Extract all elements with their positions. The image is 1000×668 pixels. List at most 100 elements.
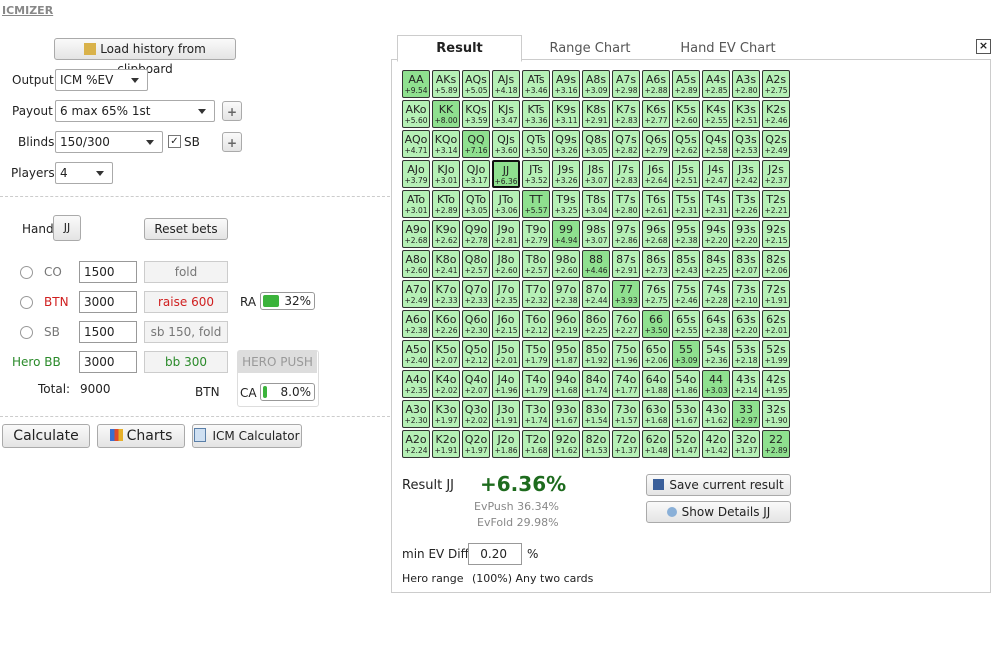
hand-cell[interactable]: 77 +3.93 [612, 280, 640, 308]
hand-cell[interactable]: 74s +2.28 [702, 280, 730, 308]
seat-action[interactable]: raise 600 [144, 291, 228, 313]
hand-cell[interactable]: Q2s +2.49 [762, 130, 790, 158]
hand-cell[interactable]: 42s +1.95 [762, 370, 790, 398]
hand-cell[interactable]: 63o +1.68 [642, 400, 670, 428]
hand-cell[interactable]: A5o +2.40 [402, 340, 430, 368]
seat-action[interactable]: bb 300 [144, 351, 228, 373]
hand-cell[interactable]: QQ +7.16 [462, 130, 490, 158]
hand-cell[interactable]: K9s +3.11 [552, 100, 580, 128]
hand-cell[interactable]: K4s +2.55 [702, 100, 730, 128]
hand-cell[interactable]: 84s +2.25 [702, 250, 730, 278]
hand-cell[interactable]: 75o +1.96 [612, 340, 640, 368]
stack-input[interactable]: 3000 [79, 291, 137, 313]
payout-select[interactable]: 6 max 65% 1st [55, 100, 215, 122]
hand-cell[interactable]: J4o +1.96 [492, 370, 520, 398]
hand-cell[interactable]: 88 +4.46 [582, 250, 610, 278]
hand-cell[interactable]: 62o +1.48 [642, 430, 670, 458]
hand-cell[interactable]: T8s +3.04 [582, 190, 610, 218]
hand-cell[interactable]: Q8s +3.05 [582, 130, 610, 158]
hand-cell[interactable]: 85s +2.43 [672, 250, 700, 278]
hand-cell[interactable]: KJs +3.47 [492, 100, 520, 128]
hand-cell[interactable]: AJs +4.18 [492, 70, 520, 98]
hand-cell[interactable]: 97o +2.38 [552, 280, 580, 308]
hand-cell[interactable]: AQo +4.71 [402, 130, 430, 158]
hand-cell[interactable]: K5s +2.60 [672, 100, 700, 128]
hand-cell[interactable]: ATo +3.01 [402, 190, 430, 218]
hand-cell[interactable]: T4o +1.79 [522, 370, 550, 398]
hand-cell[interactable]: 82o +1.53 [582, 430, 610, 458]
hand-cell[interactable]: 92o +1.62 [552, 430, 580, 458]
hand-cell[interactable]: 87o +2.44 [582, 280, 610, 308]
hand-cell[interactable]: JTo +3.06 [492, 190, 520, 218]
hand-cell[interactable]: Q9s +3.26 [552, 130, 580, 158]
hand-cell[interactable]: K3o +1.97 [432, 400, 460, 428]
hand-cell[interactable]: TT +5.57 [522, 190, 550, 218]
hand-cell[interactable]: A3s +2.80 [732, 70, 760, 98]
hand-cell[interactable]: 73o +1.57 [612, 400, 640, 428]
hand-cell[interactable]: J7s +2.83 [612, 160, 640, 188]
hand-cell[interactable]: 74o +1.77 [612, 370, 640, 398]
add-payout[interactable]: + [222, 101, 242, 121]
hand-cell[interactable]: A6o +2.38 [402, 310, 430, 338]
hand-cell[interactable]: KTo +2.89 [432, 190, 460, 218]
hand-cell[interactable]: 32s +1.90 [762, 400, 790, 428]
hand-cell[interactable]: 92s +2.15 [762, 220, 790, 248]
hand-cell[interactable]: K5o +2.07 [432, 340, 460, 368]
hand-cell[interactable]: T9o +2.79 [522, 220, 550, 248]
hand-cell[interactable]: Q8o +2.57 [462, 250, 490, 278]
hand-cell[interactable]: 52s +1.99 [762, 340, 790, 368]
hand-cell[interactable]: 98s +3.07 [582, 220, 610, 248]
hand-cell[interactable]: K9o +2.62 [432, 220, 460, 248]
hand-cell[interactable]: 96s +2.68 [642, 220, 670, 248]
calculate-button[interactable]: Calculate [2, 424, 90, 448]
hand-cell[interactable]: Q7s +2.82 [612, 130, 640, 158]
seat-radio[interactable] [20, 326, 33, 339]
hand-cell[interactable]: Q6o +2.30 [462, 310, 490, 338]
hand-cell[interactable]: 22 +2.89 [762, 430, 790, 458]
hand-cell[interactable]: KK +8.00 [432, 100, 460, 128]
hand-cell[interactable]: 76s +2.75 [642, 280, 670, 308]
hand-cell[interactable]: T4s +2.31 [702, 190, 730, 218]
hand-cell[interactable]: AJo +3.79 [402, 160, 430, 188]
tab[interactable]: Result [397, 35, 522, 62]
hand-cell[interactable]: K2o +1.91 [432, 430, 460, 458]
hand-cell[interactable]: A5s +2.89 [672, 70, 700, 98]
hand-cell[interactable]: QTo +3.05 [462, 190, 490, 218]
hand-cell[interactable]: JTs +3.52 [522, 160, 550, 188]
seat-radio[interactable] [20, 266, 33, 279]
hand-cell[interactable]: 62s +2.01 [762, 310, 790, 338]
hand-cell[interactable]: A7s +2.98 [612, 70, 640, 98]
hand-cell[interactable]: 53o +1.67 [672, 400, 700, 428]
hand-cell[interactable]: T7o +2.32 [522, 280, 550, 308]
hand-cell[interactable]: K2s +2.46 [762, 100, 790, 128]
hand-cell[interactable]: KQo +3.14 [432, 130, 460, 158]
hand-cell[interactable]: 73s +2.10 [732, 280, 760, 308]
hand-cell[interactable]: 63s +2.20 [732, 310, 760, 338]
seat-action[interactable]: fold [144, 261, 228, 283]
hand-cell[interactable]: 99 +4.94 [552, 220, 580, 248]
hand-cell[interactable]: K3s +2.51 [732, 100, 760, 128]
hand-cell[interactable]: T5s +2.31 [672, 190, 700, 218]
hand-cell[interactable]: 53s +2.18 [732, 340, 760, 368]
hand-button[interactable]: JJ [53, 215, 81, 241]
hand-cell[interactable]: 93s +2.20 [732, 220, 760, 248]
players-select[interactable]: 4 [55, 162, 113, 184]
hand-cell[interactable]: Q4s +2.58 [702, 130, 730, 158]
hand-cell[interactable]: 44 +3.03 [702, 370, 730, 398]
hand-cell[interactable]: 95o +1.87 [552, 340, 580, 368]
hand-cell[interactable]: KQs +3.59 [462, 100, 490, 128]
hand-cell[interactable]: ATs +3.46 [522, 70, 550, 98]
hand-cell[interactable]: 42o +1.42 [702, 430, 730, 458]
hand-cell[interactable]: J8o +2.60 [492, 250, 520, 278]
hand-cell[interactable]: 76o +2.27 [612, 310, 640, 338]
hand-cell[interactable]: T6s +2.61 [642, 190, 670, 218]
hand-cell[interactable]: J9s +3.26 [552, 160, 580, 188]
hand-cell[interactable]: J9o +2.81 [492, 220, 520, 248]
sb-checkbox[interactable]: ✓ [168, 135, 181, 148]
hand-cell[interactable]: T2s +2.21 [762, 190, 790, 218]
add-blinds[interactable]: + [222, 132, 242, 152]
hand-cell[interactable]: A3o +2.30 [402, 400, 430, 428]
hand-cell[interactable]: T3o +1.74 [522, 400, 550, 428]
hand-cell[interactable]: QJs +3.60 [492, 130, 520, 158]
hand-cell[interactable]: J7o +2.35 [492, 280, 520, 308]
